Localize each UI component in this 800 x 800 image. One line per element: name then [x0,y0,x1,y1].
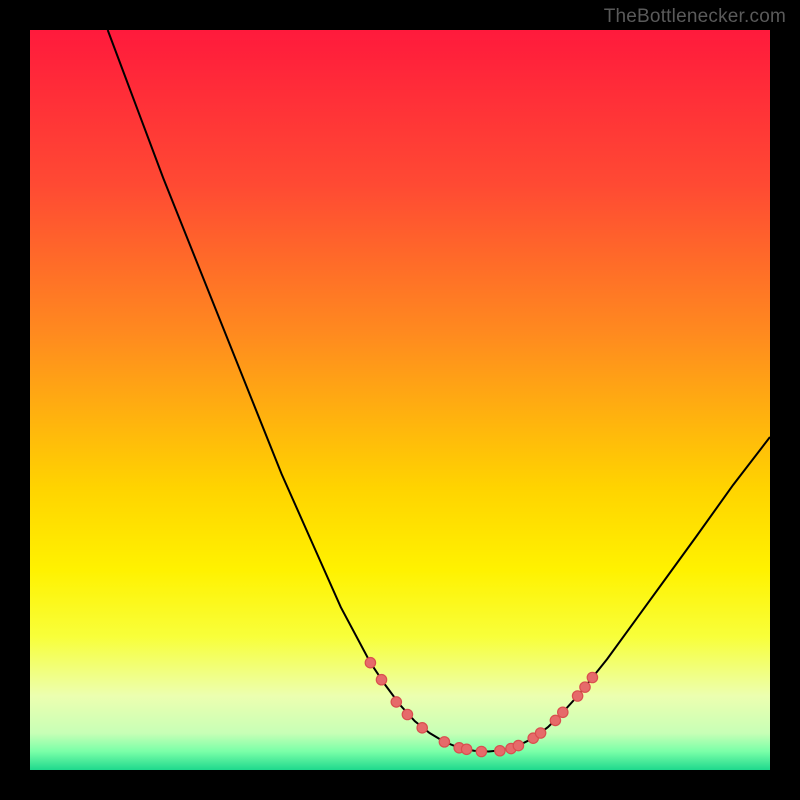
chart-container: TheBottlenecker.com [0,0,800,800]
data-marker [365,658,375,668]
data-marker [461,744,471,754]
data-marker [376,675,386,685]
data-marker [572,691,582,701]
data-marker [535,728,545,738]
bottleneck-curve [108,30,770,752]
plot-area [30,30,770,770]
curve-layer [30,30,770,770]
data-marker [580,682,590,692]
data-marker [391,697,401,707]
data-marker [587,672,597,682]
data-marker [558,707,568,717]
data-marker [439,737,449,747]
watermark-text: TheBottlenecker.com [604,6,786,28]
data-marker [402,709,412,719]
data-marker [476,746,486,756]
data-marker [550,715,560,725]
data-marker [513,740,523,750]
data-marker [417,723,427,733]
data-marker [495,746,505,756]
